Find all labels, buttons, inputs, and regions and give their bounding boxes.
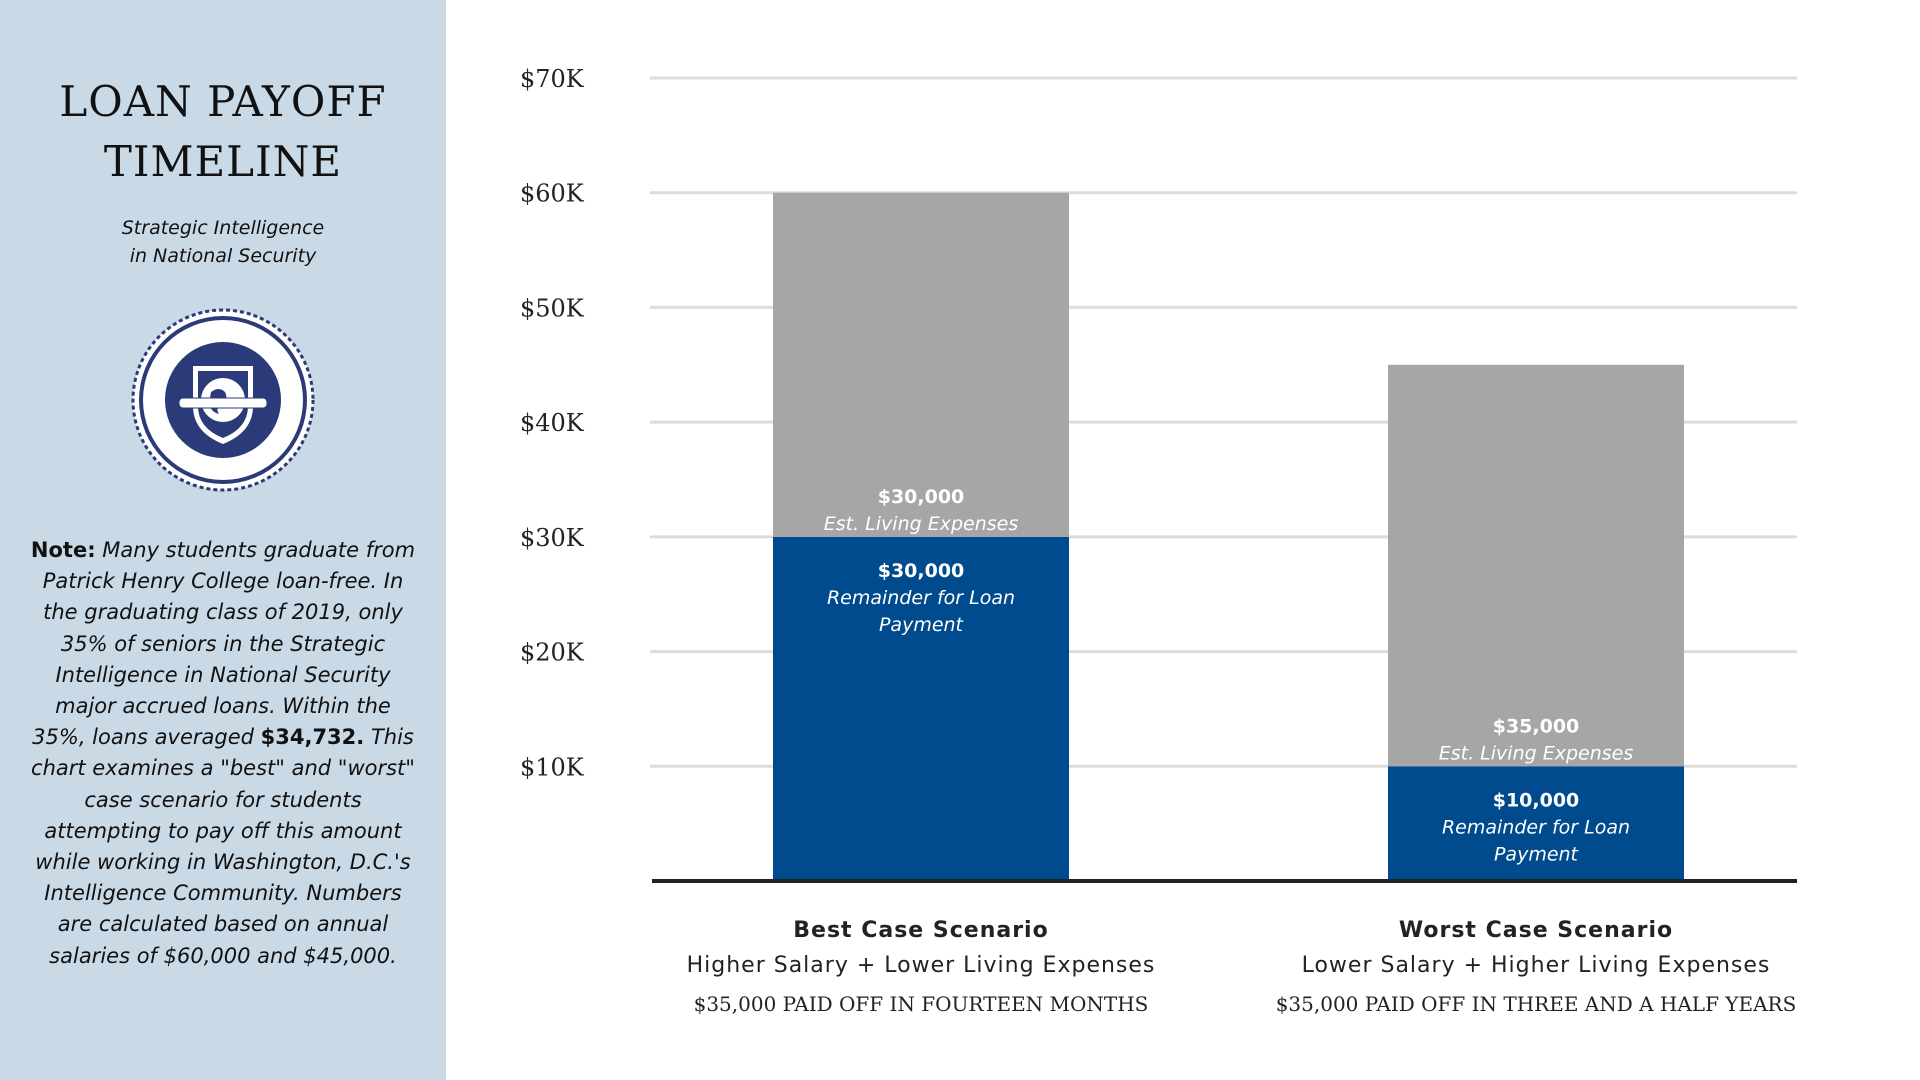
note-text: Note: Many students graduate from Patric… <box>30 535 416 972</box>
note-amount: $34,732. <box>260 725 365 750</box>
data-label-value: $30,000 <box>878 486 965 508</box>
category-sublabels: Higher Salary + Lower Living Expenses <box>686 953 1156 978</box>
title-line-2: TIMELINE <box>103 137 343 186</box>
categories: Best Case Scenario <box>793 918 1049 943</box>
categories: Worst Case Scenario <box>1398 918 1674 943</box>
bar-segment-loan-payment <box>773 536 1069 881</box>
bar-segment-loan-payment <box>1388 766 1684 881</box>
data-label-series: Est. Living Expenses <box>824 513 1019 535</box>
y-tick-label: $70K <box>520 65 585 93</box>
subtitle-line-1: Strategic Intelligence <box>121 217 325 239</box>
data-label-series: Est. Living Expenses <box>1439 742 1634 764</box>
note-label: Note: <box>30 538 96 562</box>
data-label-value: $10,000 <box>1493 789 1580 811</box>
data-label-series: Remainder for Loan <box>827 587 1015 609</box>
data-label-series: Payment <box>879 614 965 636</box>
college-seal-logo <box>131 308 315 492</box>
data-label-value: $35,000 <box>1493 715 1580 737</box>
sidebar: LOAN PAYOFF TIMELINE Strategic Intellige… <box>0 0 446 1080</box>
y-tick-label: $60K <box>520 180 585 208</box>
bar-segment-living-expenses <box>773 192 1069 537</box>
y-tick-label: $40K <box>520 409 585 437</box>
note-part-2: This chart examines a "best" and "worst"… <box>31 725 415 968</box>
category-notes: $35,000 PAID OFF IN FOURTEEN MONTHS <box>693 992 1149 1016</box>
subtitle-line-2: in National Security <box>129 245 317 267</box>
subtitle: Strategic Intelligence in National Secur… <box>0 214 446 270</box>
bar-segment-living-expenses <box>1388 364 1684 767</box>
y-tick-label: $10K <box>520 753 585 781</box>
note-part-1: Many students graduate from Patrick Henr… <box>32 538 416 750</box>
category-sublabels: Lower Salary + Higher Living Expenses <box>1301 953 1771 978</box>
page-title: LOAN PAYOFF TIMELINE <box>0 72 446 192</box>
data-label-series: Remainder for Loan <box>1442 816 1630 838</box>
data-label-series: Payment <box>1494 843 1580 865</box>
y-tick-label: $30K <box>520 524 585 552</box>
category-notes: $35,000 PAID OFF IN THREE AND A HALF YEA… <box>1275 992 1797 1016</box>
title-line-1: LOAN PAYOFF <box>59 77 387 126</box>
y-tick-label: $20K <box>520 639 585 667</box>
category-label: Best Case Scenario Higher Salary + Lower … <box>611 918 1231 1016</box>
category-label: Worst Case Scenario Lower Salary + Higher… <box>1226 918 1846 1016</box>
data-label-value: $30,000 <box>878 560 965 582</box>
y-tick-label: $50K <box>520 294 585 322</box>
